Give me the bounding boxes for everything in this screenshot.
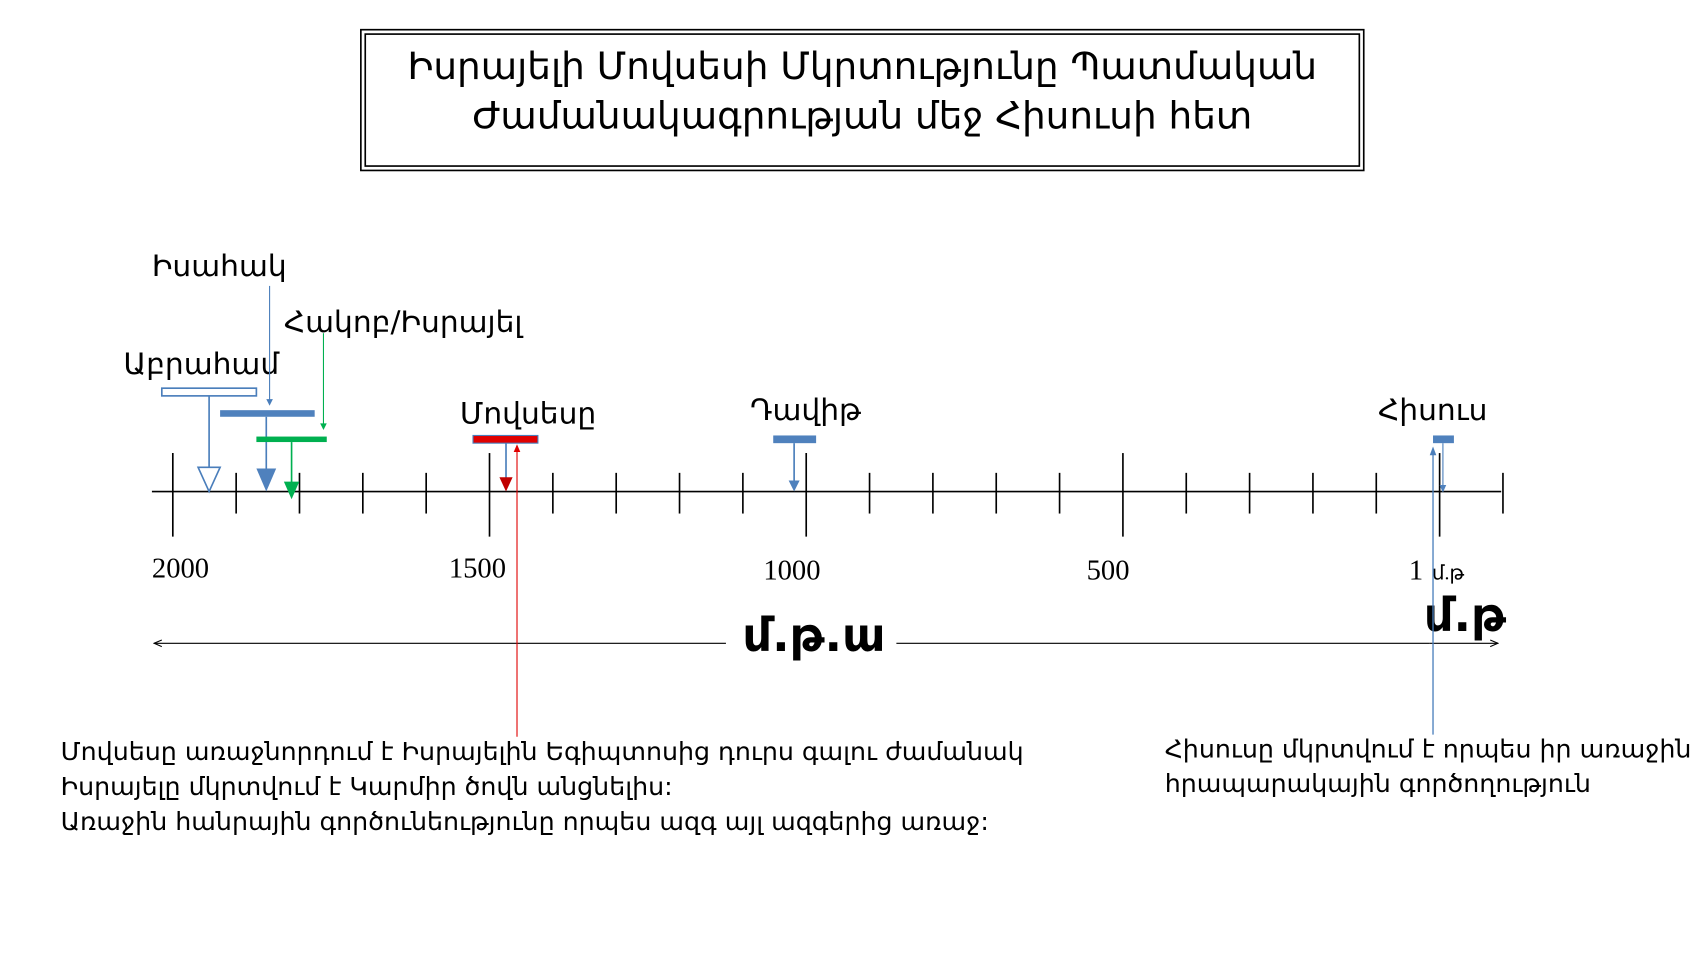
arrow-head xyxy=(513,444,521,452)
title-box xyxy=(360,28,1365,172)
figure-bar xyxy=(160,387,258,397)
era-label: մ.թ.ա xyxy=(742,608,885,662)
title: Ժամանակագրության մեջ Հիսուսի հետ xyxy=(472,94,1252,138)
figure-label: Դավիթ xyxy=(750,393,861,428)
arrow-head xyxy=(266,399,273,406)
note: Մովսեսը առաջնորդում է Իսրայելին Եգիպտոսի… xyxy=(61,737,1024,766)
arrow-head xyxy=(788,480,800,492)
arrow-head xyxy=(320,423,327,430)
arrow-head xyxy=(256,468,277,492)
era-label: մ.թ xyxy=(1424,588,1506,642)
figure-label: Մովսեսը xyxy=(460,396,596,431)
tick-label: 1 xyxy=(1409,556,1423,587)
arrow-head xyxy=(1439,484,1447,493)
figure-bar xyxy=(256,436,327,443)
note: Հիսուսը մկրտվում է որպես իր առաջին xyxy=(1165,735,1692,764)
figure-label: Իսահակ xyxy=(152,249,287,284)
arrow-head xyxy=(1429,446,1437,456)
axis xyxy=(151,453,1504,537)
tick-label: 1000 xyxy=(763,556,820,587)
note: Իսրայելը մկրտվում է Կարմիր ծովն անցնելիս… xyxy=(61,772,673,801)
tick-label: 1500 xyxy=(449,553,506,584)
figure-label: Հիսուս xyxy=(1378,393,1487,428)
title: Իսրայելի Մովսեսի Մկրտությունը Պատմական xyxy=(408,44,1318,88)
figure-bar xyxy=(773,435,817,444)
arrow-head xyxy=(499,477,513,492)
figure-label: Հակոբ/Իսրայել xyxy=(284,305,524,340)
figure-bar xyxy=(1433,435,1454,444)
title-box-inner xyxy=(364,33,1361,167)
arrow-head xyxy=(196,466,222,494)
tick-label: 2000 xyxy=(152,553,209,584)
figure-bar xyxy=(220,410,315,417)
figure-bar xyxy=(472,434,539,444)
figure-label: Աբրահամ xyxy=(123,347,280,382)
note: Առաջին հանրային գործունեությունը որպես ա… xyxy=(61,807,989,836)
tick-label: 500 xyxy=(1087,556,1130,587)
arrow-head xyxy=(283,481,300,500)
note: հրապարակային գործողություն xyxy=(1165,769,1591,798)
tick-label: մ.թ xyxy=(1432,563,1464,585)
